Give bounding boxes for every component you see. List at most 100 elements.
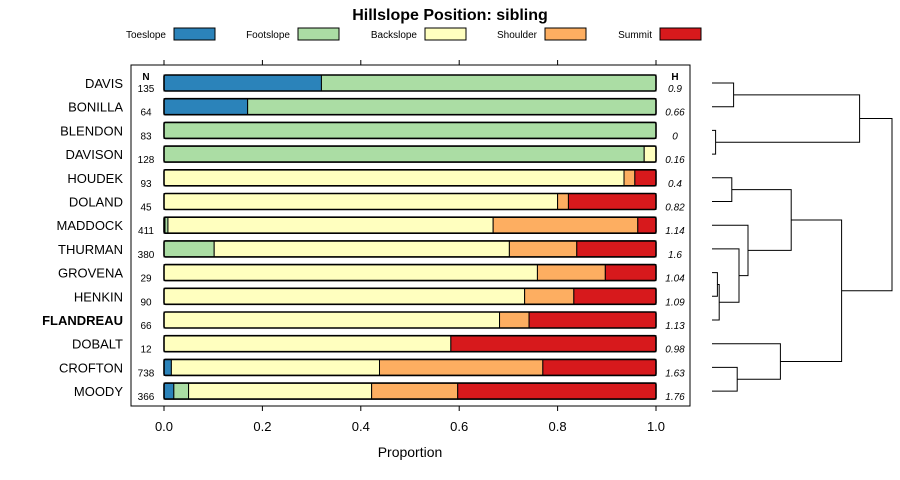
soil-label-doland: DOLAND <box>69 195 123 210</box>
dendrogram-branch <box>731 189 792 251</box>
bar-outline-bonilla <box>163 97 657 116</box>
legend-swatch-summit <box>659 27 702 41</box>
bar-segment-maddock-summit <box>637 216 657 234</box>
bar-outline-grovena <box>163 263 657 282</box>
x-axis: 0.0 0.2 0.4 0.6 0.8 1.0 <box>155 406 665 434</box>
legend-label-toeslope: Toeslope <box>126 30 166 41</box>
bar-segment-grovena-shoulder <box>536 264 606 282</box>
bar-segment-crofton-backslope <box>170 358 380 376</box>
x-tick-label: 1.0 <box>647 419 665 434</box>
n-value-thurman: 380 <box>138 250 155 261</box>
h-value-davis: 0.9 <box>668 84 682 95</box>
h-value-bonilla: 0.66 <box>665 108 685 119</box>
bar-segment-davis-toeslope <box>163 74 322 92</box>
h-value-doland: 0.82 <box>665 203 685 214</box>
bar-segment-thurman-shoulder <box>508 240 578 258</box>
soil-label-bonilla: BONILLA <box>68 100 123 115</box>
bar-segment-moody-backslope <box>188 382 373 400</box>
bar-segment-dobalt-backslope <box>163 335 452 353</box>
bar-segment-doland-backslope <box>163 193 559 210</box>
x-tick-label: 0.4 <box>352 419 370 434</box>
bar-segment-thurman-footslope <box>163 240 215 258</box>
soil-label-davison: DAVISON <box>65 147 123 162</box>
bar-segment-henkin-shoulder <box>524 287 575 305</box>
dendrogram-branch <box>712 283 720 321</box>
h-value-crofton: 1.63 <box>665 368 685 379</box>
bar-outline-henkin <box>163 287 657 306</box>
n-value-houdek: 93 <box>140 179 152 190</box>
bar-segment-flandreau-summit <box>528 311 657 329</box>
n-value-bonilla: 64 <box>140 108 152 119</box>
n-value-blendon: 83 <box>140 131 152 142</box>
x-tick-label: 0.2 <box>253 419 271 434</box>
bar-outline-davison <box>163 145 657 163</box>
dendrogram-branch <box>712 272 718 297</box>
legend: Toeslope Footslope Backslope Shoulder Summit <box>126 27 702 41</box>
n-value-crofton: 738 <box>138 368 155 379</box>
dendrogram-branch <box>712 366 738 392</box>
soil-label-thurman: THURMAN <box>58 242 123 257</box>
bar-outline-maddock <box>163 216 657 234</box>
soil-label-moody: MOODY <box>74 384 123 399</box>
bar-outline-thurman <box>163 240 657 258</box>
bar-segment-crofton-summit <box>542 358 657 376</box>
soil-label-henkin: HENKIN <box>74 289 123 304</box>
bar-segment-houdek-summit <box>634 169 657 187</box>
x-axis-title: Proportion <box>378 444 443 460</box>
bar-outline-doland <box>163 192 657 211</box>
bar-segment-moody-toeslope <box>163 382 175 400</box>
bar-segment-bonilla-footslope <box>247 98 657 116</box>
bar-segment-crofton-shoulder <box>378 358 544 376</box>
plot-area: N H DAVIS 135 0.9 BONILLA 64 0.66 BLENDON 83 0 DAVI… <box>42 60 691 407</box>
bar-segment-thurman-backslope <box>213 240 510 258</box>
n-value-grovena: 29 <box>140 274 152 285</box>
dendrogram-branch <box>780 219 843 362</box>
soil-label-davis: DAVIS <box>85 76 123 91</box>
n-value-dobalt: 12 <box>140 345 152 356</box>
bar-segment-davis-footslope <box>320 74 657 92</box>
legend-swatch-backslope <box>424 27 467 41</box>
n-value-maddock: 411 <box>138 226 154 237</box>
x-tick-label: 0.8 <box>549 419 567 434</box>
bar-segment-dobalt-summit <box>450 335 657 353</box>
bar-segment-grovena-backslope <box>163 264 538 282</box>
h-value-thurman: 1.6 <box>668 250 682 261</box>
bar-segment-houdek-backslope <box>163 169 625 187</box>
legend-swatch-toeslope <box>173 27 216 41</box>
soil-label-maddock: MADDOCK <box>57 218 124 233</box>
bar-segment-flandreau-backslope <box>163 311 501 329</box>
bar-segment-henkin-summit <box>573 287 657 305</box>
h-value-henkin: 1.09 <box>665 297 685 308</box>
dendrogram-branch <box>715 94 861 143</box>
n-value-davison: 128 <box>138 155 155 166</box>
h-value-davison: 0.16 <box>665 155 685 166</box>
soil-label-crofton: CROFTON <box>59 360 123 375</box>
h-value-maddock: 1.14 <box>665 226 685 237</box>
h-value-dobalt: 0.98 <box>665 345 685 356</box>
dendrogram <box>712 82 893 392</box>
chart-title: Hillslope Position: sibling <box>352 7 548 24</box>
h-value-moody: 1.76 <box>665 392 685 403</box>
n-value-davis: 135 <box>138 84 155 95</box>
h-column-header: H <box>671 72 678 83</box>
n-value-doland: 45 <box>140 203 152 214</box>
dendrogram-branch <box>712 177 733 202</box>
bar-segment-moody-summit <box>457 382 657 400</box>
soil-label-houdek: HOUDEK <box>67 171 123 186</box>
x-tick-label: 0.6 <box>450 419 468 434</box>
h-value-houdek: 0.4 <box>668 179 682 190</box>
bar-segment-houdek-shoulder <box>623 169 636 187</box>
bar-segment-thurman-summit <box>576 240 657 258</box>
bar-segment-doland-shoulder <box>557 193 569 210</box>
dendrogram-branch <box>712 82 735 108</box>
bar-segment-doland-summit <box>567 193 657 210</box>
bar-outline-flandreau <box>163 311 657 329</box>
bar-segment-henkin-backslope <box>163 287 526 305</box>
n-value-moody: 366 <box>138 392 155 403</box>
h-value-grovena: 1.04 <box>665 274 685 285</box>
dendrogram-branch <box>712 224 749 277</box>
legend-swatch-footslope <box>297 27 340 41</box>
bar-outline-houdek <box>163 169 657 187</box>
bar-segment-blendon-footslope <box>163 121 657 139</box>
